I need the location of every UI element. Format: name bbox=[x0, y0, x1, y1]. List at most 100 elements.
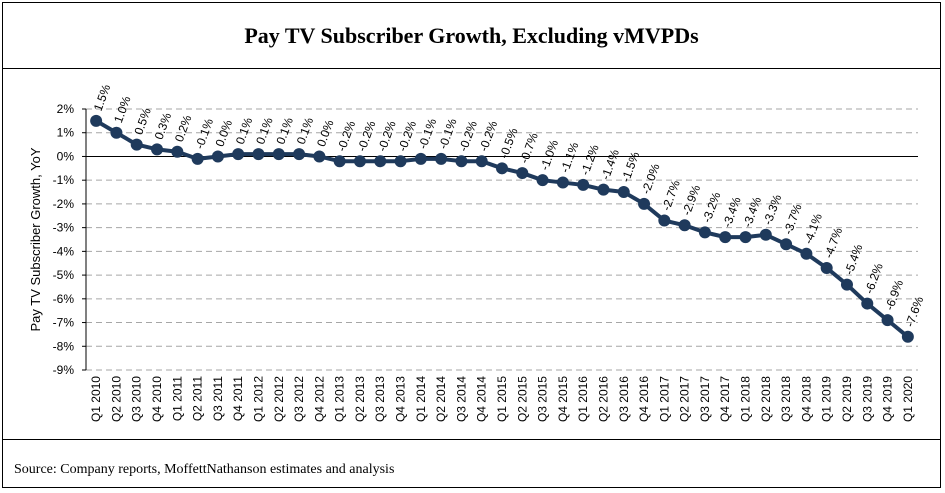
y-tick-label: 0% bbox=[57, 149, 75, 163]
x-tick-label: Q2 2019 bbox=[840, 376, 854, 422]
data-point bbox=[739, 231, 752, 244]
y-axis-ticks: 2% 1% 0% -1% -2% -3% -4% -5% -6% -7% -8% -9% bbox=[53, 102, 75, 377]
data-point bbox=[840, 278, 853, 291]
data-point bbox=[800, 247, 813, 260]
x-tick-label: Q3 2018 bbox=[779, 376, 793, 422]
x-tick-label: Q3 2012 bbox=[292, 376, 306, 422]
y-tick-label: -7% bbox=[53, 316, 75, 330]
data-point bbox=[130, 138, 143, 151]
x-tick-label: Q3 2016 bbox=[617, 376, 631, 422]
data-label: 0.3% bbox=[152, 111, 175, 142]
data-label: -0.2% bbox=[476, 119, 500, 154]
x-tick-label: Q4 2017 bbox=[718, 376, 732, 422]
data-point bbox=[110, 126, 123, 139]
data-point bbox=[536, 174, 549, 187]
x-tick-label: Q4 2019 bbox=[881, 376, 895, 422]
x-tick-label: Q2 2016 bbox=[596, 376, 610, 422]
source-note: Source: Company reports, MoffettNathanso… bbox=[14, 462, 395, 477]
data-point bbox=[759, 228, 772, 241]
data-point bbox=[475, 155, 488, 168]
data-label: -2.7% bbox=[659, 178, 683, 213]
x-tick-label: Q4 2011 bbox=[231, 376, 245, 421]
x-tick-label: Q4 2018 bbox=[799, 376, 813, 422]
x-tick-label: Q2 2017 bbox=[678, 376, 692, 422]
data-point bbox=[211, 150, 224, 163]
x-tick-label: Q3 2010 bbox=[130, 376, 144, 422]
x-tick-label: Q2 2015 bbox=[515, 376, 529, 422]
x-tick-label: Q2 2018 bbox=[759, 376, 773, 422]
x-tick-label: Q2 2010 bbox=[109, 376, 123, 422]
data-point bbox=[780, 238, 793, 251]
y-tick-label: 2% bbox=[57, 102, 75, 116]
x-tick-label: Q1 2020 bbox=[901, 376, 915, 422]
x-tick-label: Q1 2017 bbox=[657, 376, 671, 422]
data-label: -2.9% bbox=[679, 183, 703, 218]
data-label: -2.0% bbox=[639, 161, 663, 196]
data-point bbox=[455, 155, 468, 168]
data-label: 0.1% bbox=[294, 115, 317, 146]
data-point bbox=[394, 155, 407, 168]
data-point bbox=[597, 183, 610, 196]
data-label: -7.6% bbox=[903, 294, 927, 329]
x-tick-label: Q1 2018 bbox=[739, 376, 753, 422]
data-label: -1.2% bbox=[578, 142, 602, 177]
x-tick-label: Q3 2015 bbox=[536, 376, 550, 422]
data-point bbox=[293, 148, 306, 161]
data-point bbox=[658, 214, 671, 227]
data-point bbox=[698, 226, 711, 239]
x-tick-label: Q1 2015 bbox=[495, 376, 509, 422]
data-label: -3.3% bbox=[760, 192, 784, 227]
data-label: -0.2% bbox=[395, 119, 419, 154]
data-label: 0.0% bbox=[314, 118, 337, 149]
y-tick-label: -8% bbox=[53, 339, 75, 353]
data-point bbox=[617, 186, 630, 199]
x-tick-label: Q1 2012 bbox=[251, 376, 265, 422]
data-point bbox=[577, 178, 590, 191]
grid-lines bbox=[86, 108, 918, 371]
data-point bbox=[881, 314, 894, 327]
data-point bbox=[861, 297, 874, 310]
data-point bbox=[90, 114, 103, 127]
data-point bbox=[678, 219, 691, 232]
data-label: 0.2% bbox=[172, 113, 195, 144]
x-axis-ticks: Q1 2010 Q2 2010 Q3 2010 Q4 2010 Q1 2011 Q2 20… bbox=[89, 376, 915, 422]
chart-title: Pay TV Subscriber Growth, Excluding vMVP… bbox=[244, 22, 699, 48]
data-label: -3.4% bbox=[740, 195, 764, 230]
x-tick-label: Q3 2019 bbox=[860, 376, 874, 422]
y-tick-label: -9% bbox=[53, 363, 75, 377]
title-bar: Pay TV Subscriber Growth, Excluding vMVP… bbox=[3, 3, 940, 69]
x-tick-label: Q3 2014 bbox=[454, 376, 468, 422]
x-tick-label: Q1 2016 bbox=[576, 376, 590, 422]
data-label: -3.7% bbox=[781, 202, 805, 237]
y-tick-label: -2% bbox=[53, 197, 75, 211]
data-label: -1.5% bbox=[618, 150, 642, 185]
data-point bbox=[496, 162, 508, 175]
data-point bbox=[191, 152, 204, 165]
data-point bbox=[435, 152, 448, 165]
x-tick-label: Q1 2013 bbox=[333, 376, 347, 422]
data-point bbox=[374, 155, 387, 168]
x-tick-label: Q4 2010 bbox=[150, 376, 164, 422]
data-point bbox=[414, 152, 427, 165]
x-tick-label: Q2 2011 bbox=[191, 376, 205, 421]
x-tick-label: Q1 2014 bbox=[414, 376, 428, 422]
data-point bbox=[820, 261, 833, 274]
data-point bbox=[333, 155, 346, 168]
x-tick-label: Q1 2019 bbox=[820, 376, 834, 422]
x-tick-label: Q2 2013 bbox=[353, 376, 367, 422]
data-point bbox=[353, 155, 366, 168]
data-points bbox=[90, 114, 914, 343]
data-label: -5.4% bbox=[842, 242, 866, 277]
y-tick-label: -6% bbox=[53, 292, 75, 306]
data-label: -4.7% bbox=[821, 225, 845, 260]
data-label: -6.9% bbox=[882, 278, 906, 313]
chart-frame: Pay TV Subscriber Growth, Excluding vMVP… bbox=[2, 2, 941, 488]
x-tick-label: Q4 2012 bbox=[312, 376, 326, 422]
x-tick-label: Q3 2013 bbox=[373, 376, 387, 422]
y-tick-label: 1% bbox=[57, 126, 75, 140]
data-label: -6.2% bbox=[862, 261, 886, 296]
x-tick-label: Q4 2016 bbox=[637, 376, 651, 422]
data-label: -0.1% bbox=[192, 116, 216, 151]
x-tick-label: Q1 2011 bbox=[170, 376, 184, 421]
x-tick-label: Q3 2017 bbox=[698, 376, 712, 422]
